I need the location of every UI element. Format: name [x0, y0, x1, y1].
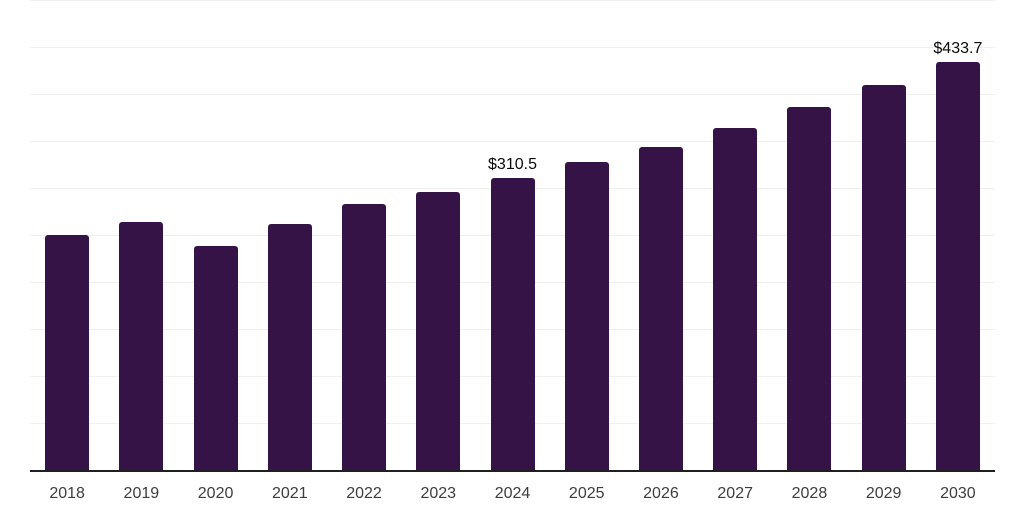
x-tick-label-2028: 2028 [791, 485, 828, 502]
bar-2020 [193, 246, 238, 470]
x-tick-label-2018: 2018 [49, 485, 85, 502]
bar-2022 [342, 203, 387, 470]
gridline [30, 0, 995, 1]
bar-2030 [935, 62, 980, 470]
x-tick-label-2026: 2026 [643, 485, 679, 502]
bar-2027 [713, 127, 758, 470]
x-tick-label-2021: 2021 [272, 485, 308, 502]
bar-2018 [45, 235, 90, 470]
x-tick-label-2025: 2025 [568, 485, 605, 502]
gridline [30, 47, 995, 48]
bar-value-label-2024: $310.5 [488, 156, 537, 174]
x-tick-label-2030: 2030 [940, 485, 976, 502]
x-tick-label-2023: 2023 [420, 485, 457, 502]
bar-value-label-2030: $433.7 [933, 40, 983, 58]
bar-2026 [638, 146, 683, 470]
bar-2029 [861, 84, 906, 470]
x-tick-label-2022: 2022 [346, 485, 382, 502]
gridline [30, 94, 995, 95]
bar-2025 [564, 161, 609, 470]
bar-2024 [490, 178, 535, 470]
x-tick-label-2019: 2019 [123, 485, 160, 502]
bar-2019 [119, 221, 164, 470]
x-tick-label-2024: 2024 [494, 485, 531, 502]
bar-2023 [416, 191, 461, 470]
x-tick-label-2027: 2027 [717, 485, 753, 502]
bar-2028 [787, 107, 832, 470]
x-axis-line [30, 470, 995, 472]
bar-2021 [267, 223, 312, 470]
x-tick-label-2029: 2029 [865, 485, 902, 502]
x-tick-label-2020: 2020 [197, 485, 234, 502]
gridline [30, 141, 995, 142]
